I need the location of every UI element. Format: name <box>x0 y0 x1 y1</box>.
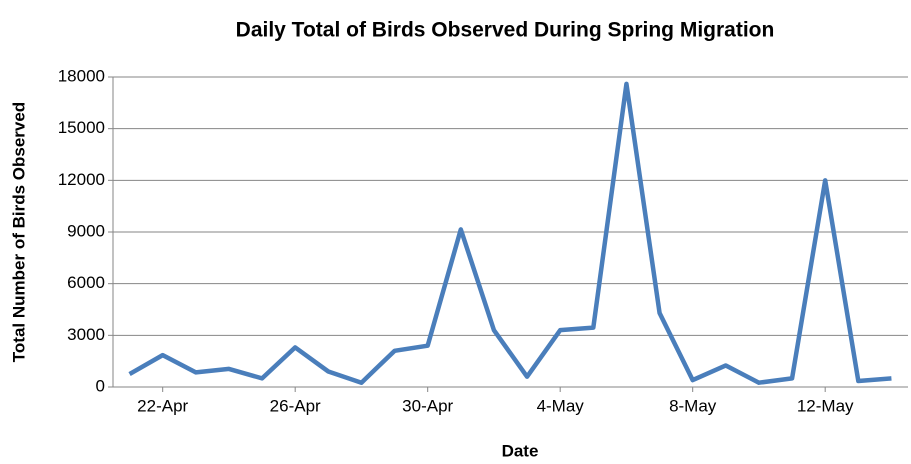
x-tick-label: 26-Apr <box>270 396 321 415</box>
y-tick-label: 6000 <box>67 273 105 292</box>
y-axis-title: Total Number of Birds Observed <box>9 102 28 362</box>
x-axis-title: Date <box>502 441 539 460</box>
x-tick-label: 8-May <box>669 396 717 415</box>
x-tick-label: 4-May <box>537 396 585 415</box>
chart-title: Daily Total of Birds Observed During Spr… <box>236 19 775 42</box>
y-tick-label: 3000 <box>67 325 105 344</box>
x-tick-label: 12-May <box>797 396 854 415</box>
y-tick-label: 9000 <box>67 221 105 240</box>
y-tick-label: 15000 <box>58 118 105 137</box>
y-tick-label: 18000 <box>58 66 105 85</box>
line-series <box>128 81 892 385</box>
y-tick-label: 12000 <box>58 170 105 189</box>
y-tick-label: 0 <box>96 376 105 395</box>
x-tick-label: 30-Apr <box>402 396 453 415</box>
x-tick-label: 22-Apr <box>137 396 188 415</box>
